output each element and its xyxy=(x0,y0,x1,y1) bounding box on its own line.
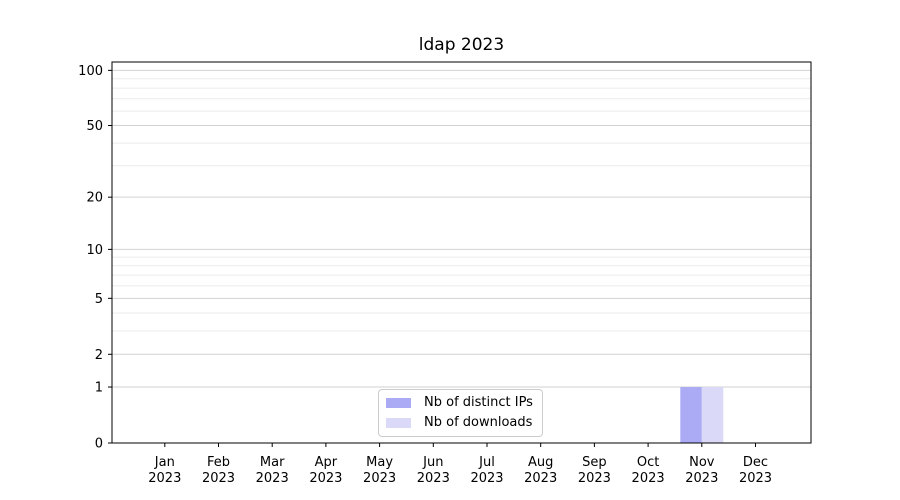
legend-swatch-downloads xyxy=(386,418,411,428)
legend-label-downloads: Nb of downloads xyxy=(424,415,533,430)
y-tick-label: 10 xyxy=(86,243,103,258)
x-tick-label-year: 2023 xyxy=(148,471,181,486)
x-tick-label-month: Jan xyxy=(154,455,175,470)
x-tick-label-month: Oct xyxy=(637,455,659,470)
y-tick-label: 0 xyxy=(95,437,103,452)
x-tick-label-month: Mar xyxy=(260,455,285,470)
bar-distinct-ips xyxy=(680,387,702,443)
plot-frame xyxy=(111,61,812,444)
x-tick-label-year: 2023 xyxy=(739,471,772,486)
x-tick-label-month: Jun xyxy=(422,455,443,470)
x-tick-label-month: Feb xyxy=(207,455,230,470)
x-tick-label-year: 2023 xyxy=(417,471,450,486)
x-tick-label-year: 2023 xyxy=(256,471,289,486)
x-tick-label-year: 2023 xyxy=(524,471,557,486)
y-tick-label: 2 xyxy=(95,348,103,363)
y-tick-label: 5 xyxy=(95,292,103,307)
legend: Nb of distinct IPs Nb of downloads xyxy=(378,389,543,437)
x-tick-label-year: 2023 xyxy=(578,471,611,486)
legend-item-downloads: Nb of downloads xyxy=(386,415,533,431)
chart-title: ldap 2023 xyxy=(418,35,505,55)
x-tick-label-month: Jul xyxy=(478,455,495,470)
x-tick-label-month: Sep xyxy=(582,455,607,470)
legend-label-distinct-ips: Nb of distinct IPs xyxy=(424,395,533,410)
x-tick-label-month: Dec xyxy=(743,455,768,470)
legend-item-distinct-ips: Nb of distinct IPs xyxy=(386,395,533,411)
x-tick-label-year: 2023 xyxy=(309,471,342,486)
x-tick-label-year: 2023 xyxy=(632,471,665,486)
bar-downloads xyxy=(701,387,724,443)
x-tick-label-month: Aug xyxy=(528,455,553,470)
y-tick-label: 1 xyxy=(95,381,103,396)
x-tick-label-year: 2023 xyxy=(202,471,235,486)
x-tick-label-month: Nov xyxy=(689,455,715,470)
y-tick-label: 100 xyxy=(78,64,103,79)
x-tick-label-year: 2023 xyxy=(470,471,503,486)
x-tick-label-year: 2023 xyxy=(363,471,396,486)
x-tick-label-year: 2023 xyxy=(685,471,718,486)
y-tick-label: 50 xyxy=(86,119,103,134)
x-tick-label-month: May xyxy=(366,455,393,470)
x-tick-label-month: Apr xyxy=(315,455,338,470)
legend-swatch-distinct-ips xyxy=(386,398,411,408)
y-tick-label: 20 xyxy=(86,191,103,206)
